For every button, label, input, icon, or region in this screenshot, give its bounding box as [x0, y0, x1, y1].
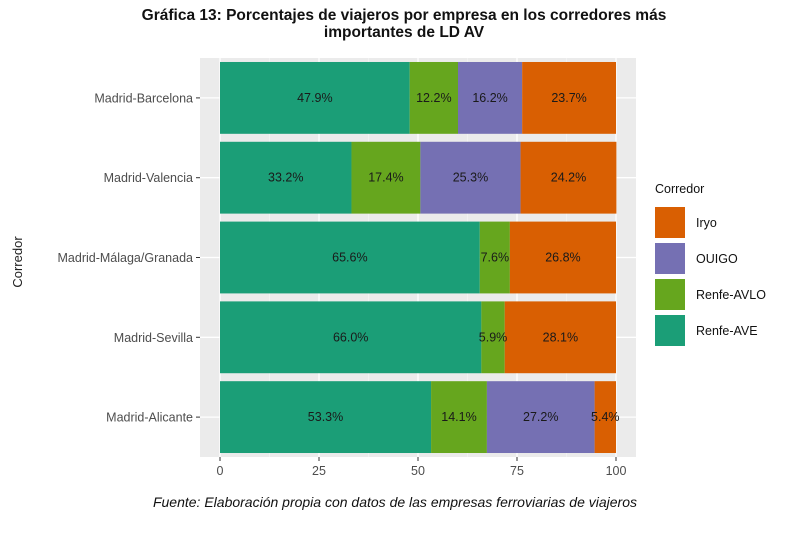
legend-key-ouigo — [655, 243, 685, 274]
legend-label: OUIGO — [696, 252, 738, 266]
bar-segment-ouigo — [486, 381, 595, 454]
bar-value-label: 24.2% — [551, 171, 586, 185]
bar-value-label: 5.4% — [591, 410, 620, 424]
y-tick-label: Madrid-Barcelona — [94, 91, 193, 105]
legend-key-renfe-ave — [655, 315, 685, 346]
bar-segment-renfe-ave — [220, 221, 480, 294]
bar-value-label: 27.2% — [523, 410, 558, 424]
bar-value-labels: 47.9% 12.2% 16.2% 23.7% 33.2% 17.4% 25.3% 24.2%… — [268, 91, 620, 424]
bar-segments — [220, 61, 617, 454]
bar-segment-renfe-avlo — [431, 381, 487, 454]
bar-segment-renfe-avlo — [351, 141, 421, 214]
bar-value-label: 5.9% — [479, 330, 508, 344]
y-axis: Madrid-Barcelona Madrid-Valencia Madrid-Má… — [58, 91, 200, 425]
bar-segment-iryo — [520, 141, 617, 214]
y-tick-label: Madrid-Alicante — [106, 411, 193, 425]
legend-title: Corredor — [655, 182, 704, 196]
chart-title: Gráfica 13: Porcentajes de viajeros por … — [0, 7, 808, 41]
bar-value-label: 53.3% — [308, 410, 343, 424]
bar-segment-ouigo — [457, 61, 523, 134]
bar-segment-renfe-avlo — [479, 221, 510, 294]
bar-value-label: 14.1% — [441, 410, 476, 424]
bar-value-label: 17.4% — [368, 171, 403, 185]
bar-segment-iryo — [594, 381, 616, 454]
bar-value-label: 65.6% — [332, 251, 367, 265]
legend-label: Renfe-AVLO — [696, 288, 766, 302]
legend-key-renfe-avlo — [655, 279, 685, 310]
bar-segment-iryo — [522, 61, 616, 134]
x-tick-label: 25 — [312, 464, 326, 478]
bar-value-label: 28.1% — [543, 330, 578, 344]
bar-segment-renfe-ave — [220, 61, 410, 134]
x-tick-label: 100 — [606, 464, 627, 478]
bar-segment-iryo — [509, 221, 616, 294]
chart-title-line-2: importantes de LD AV — [323, 24, 485, 41]
bar-value-label: 47.9% — [297, 91, 332, 105]
bar-segment-renfe-avlo — [481, 301, 505, 374]
legend-label: Iryo — [696, 216, 717, 230]
legend-label: Renfe-AVE — [696, 324, 758, 338]
bar-value-label: 66.0% — [333, 330, 368, 344]
y-tick-label: Madrid-Málaga/Granada — [58, 251, 194, 265]
x-tick-label: 75 — [510, 464, 524, 478]
y-axis-title: Corredor — [10, 236, 25, 288]
x-tick-label: 50 — [411, 464, 425, 478]
legend: Corredor Iryo OUIGO Renfe-AVLO Renfe-AVE — [655, 182, 766, 346]
bar-segment-renfe-avlo — [409, 61, 458, 134]
chart-title-line-1: Gráfica 13: Porcentajes de viajeros por … — [141, 7, 667, 24]
bar-segment-renfe-ave — [220, 141, 352, 214]
source-note: Fuente: Elaboración propia con datos de … — [152, 494, 638, 510]
bar-value-label: 33.2% — [268, 171, 303, 185]
y-tick-label: Madrid-Valencia — [104, 171, 193, 185]
y-tick-label: Madrid-Sevilla — [114, 331, 193, 345]
x-tick-label: 0 — [217, 464, 224, 478]
x-axis: 0 25 50 75 100 — [217, 457, 627, 478]
bar-segment-iryo — [504, 301, 616, 374]
bar-value-label: 16.2% — [472, 91, 507, 105]
bar-value-label: 12.2% — [416, 91, 451, 105]
bar-value-label: 25.3% — [453, 171, 488, 185]
bar-segment-renfe-ave — [220, 381, 432, 454]
bar-value-label: 26.8% — [545, 251, 580, 265]
bar-segment-renfe-ave — [220, 301, 482, 374]
bar-segment-ouigo — [420, 141, 521, 214]
bar-value-label: 7.6% — [481, 251, 510, 265]
bar-value-label: 23.7% — [551, 91, 586, 105]
legend-key-iryo — [655, 207, 685, 238]
